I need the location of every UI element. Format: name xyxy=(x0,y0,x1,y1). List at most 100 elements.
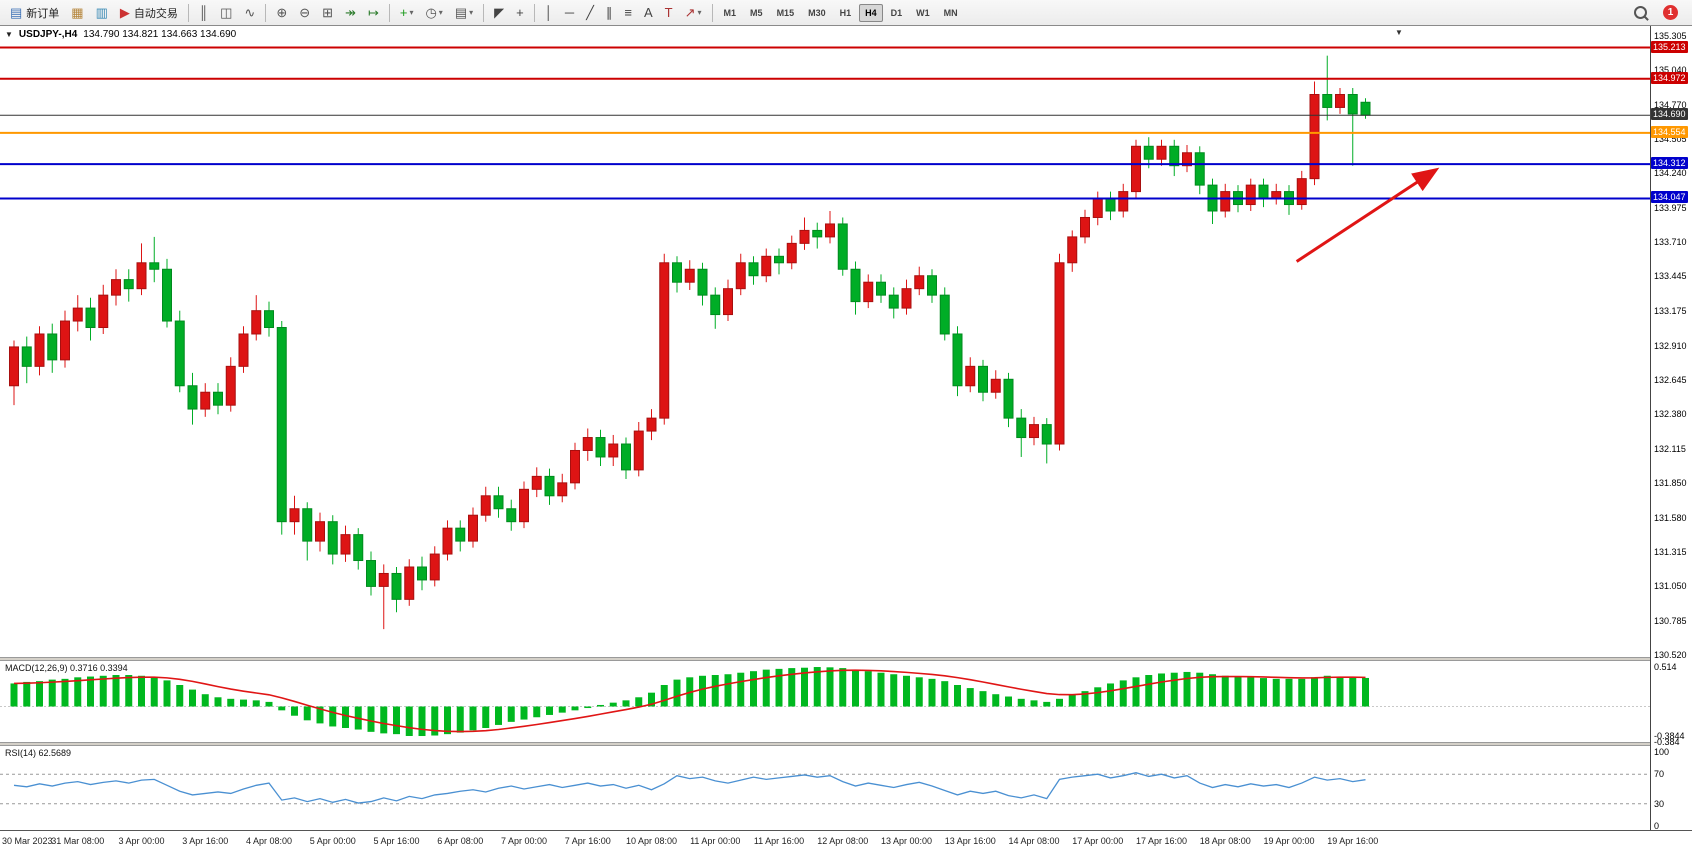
candlestick-chart-button[interactable]: ◫ xyxy=(215,2,237,24)
toolbar-right: 1 xyxy=(1628,2,1678,24)
price-axis[interactable]: 135.305 135.040 134.770 134.505 134.240 133.9… xyxy=(1650,26,1692,831)
time-axis-label: 30 Mar 2023 xyxy=(2,836,53,846)
timeframe-MN[interactable]: MN xyxy=(943,7,958,18)
chart-shift-marker[interactable]: ▼ xyxy=(1395,28,1403,37)
price-axis-label: 134.505 xyxy=(1654,134,1687,145)
time-axis-label: 3 Apr 16:00 xyxy=(182,836,229,846)
cursor-icon: ◤ xyxy=(494,4,505,20)
toolbar-separator xyxy=(533,3,535,22)
price-axis-label: 132.910 xyxy=(1654,340,1687,351)
auto-scroll-button[interactable]: ↠ xyxy=(340,2,361,24)
charts-button[interactable]: ▦ xyxy=(66,2,88,24)
price-axis-label: 132.380 xyxy=(1654,409,1687,420)
profiles-button[interactable]: ▥ xyxy=(91,2,113,24)
hline-icon: ─ xyxy=(564,4,575,20)
panel-separator[interactable] xyxy=(0,742,1692,746)
price-badge: 134.312 xyxy=(1651,157,1688,170)
cursor-button[interactable]: ◤ xyxy=(489,2,509,24)
price-badge: 135.213 xyxy=(1651,40,1688,53)
search-button[interactable] xyxy=(1629,2,1652,24)
price-axis-label: 133.175 xyxy=(1654,306,1687,317)
bar-chart-button[interactable]: ║ xyxy=(194,2,213,24)
toolbar-separator xyxy=(388,3,390,22)
price-axis-label: 133.975 xyxy=(1654,202,1687,213)
indicators-button[interactable]: + ▾ xyxy=(395,2,419,24)
zoom-out-icon: ⊖ xyxy=(299,4,311,20)
panel-separator[interactable] xyxy=(0,657,1692,661)
toolbar-buttons: ▤ 新订单 ▦ ▥ ▶ 自动交易 ║ ◫ ∿ ⊕ ⊖ ⊞ ↠ ↦ + ▾ ◷ ▾ ▤ ▾ ◤ + │ ─ ╱ ∥ ≡ A T ↗ ▾ M1 M5… xyxy=(4,2,965,24)
zoom-out-button[interactable]: ⊖ xyxy=(294,2,315,24)
charts-icon: ▦ xyxy=(71,4,84,20)
tile-windows-icon: ⊞ xyxy=(322,4,334,20)
timeframe-W1[interactable]: W1 xyxy=(916,7,930,18)
horizontal-line-button[interactable]: ─ xyxy=(560,2,579,24)
time-axis-label: 10 Apr 08:00 xyxy=(625,836,678,846)
text-button[interactable]: A xyxy=(639,2,658,24)
price-axis-label: 134.770 xyxy=(1654,99,1687,110)
price-badge: 134.690 xyxy=(1651,108,1688,121)
line-chart-button[interactable]: ∿ xyxy=(239,2,260,24)
timeframe-M30[interactable]: M30 xyxy=(808,7,826,18)
chevron-down-icon: ▾ xyxy=(469,8,474,17)
chart-shift-icon: ↦ xyxy=(367,4,379,20)
auto-trading-label: 自动交易 xyxy=(133,7,178,20)
vertical-line-button[interactable]: │ xyxy=(540,2,558,24)
macd-axis-label: 0.514 xyxy=(1654,662,1677,673)
rsi-panel: RSI(14) 62.5689 xyxy=(0,746,1650,830)
time-axis-label: 6 Apr 08:00 xyxy=(437,836,484,846)
new-order-label: 新订单 xyxy=(26,7,60,20)
time-axis-label: 4 Apr 08:00 xyxy=(245,836,293,846)
macd-label: MACD(12,26,9) 0.3716 0.3394 xyxy=(5,663,128,673)
autotrade-icon: ▶ xyxy=(119,4,130,20)
rsi-chart[interactable] xyxy=(0,746,1650,830)
fibonacci-button[interactable]: ≡ xyxy=(619,2,637,24)
equidistant-channel-button[interactable]: ∥ xyxy=(601,2,618,24)
price-axis-label: 132.115 xyxy=(1654,443,1686,454)
zoom-in-button[interactable]: ⊕ xyxy=(271,2,292,24)
trendline-button[interactable]: ╱ xyxy=(581,2,599,24)
periods-button[interactable]: ◷ ▾ xyxy=(420,2,447,24)
timeframe-H4[interactable]: H4 xyxy=(859,3,883,22)
price-axis-label: 130.520 xyxy=(1654,650,1687,661)
bar-chart-icon: ║ xyxy=(198,4,209,20)
time-axis-label: 11 Apr 16:00 xyxy=(753,836,805,846)
crosshair-button[interactable]: + xyxy=(511,2,529,24)
time-axis-label: 13 Apr 00:00 xyxy=(880,836,933,846)
zoom-in-icon: ⊕ xyxy=(276,4,288,20)
time-axis-label: 17 Apr 00:00 xyxy=(1072,836,1124,846)
new-order-button[interactable]: ▤ 新订单 xyxy=(5,2,64,24)
new-order-icon: ▤ xyxy=(10,4,23,20)
macd-chart[interactable] xyxy=(0,661,1650,742)
auto-trading-button[interactable]: ▶ 自动交易 xyxy=(115,2,183,24)
fibo-icon: ≡ xyxy=(624,4,632,20)
toolbar: ▤ 新订单 ▦ ▥ ▶ 自动交易 ║ ◫ ∿ ⊕ ⊖ ⊞ ↠ ↦ + ▾ ◷ ▾ ▤ ▾ ◤ + │ ─ ╱ ∥ ≡ A T ↗ ▾ M1 M5… xyxy=(0,0,1692,26)
ohlc-values: 134.790 134.821 134.663 134.690 xyxy=(83,29,237,40)
templates-button[interactable]: ▤ ▾ xyxy=(450,2,478,24)
chart-window: ▼ USDJPY-,H4 134.790 134.821 134.663 134… xyxy=(0,26,1692,851)
timeframe-M15[interactable]: M15 xyxy=(776,7,795,18)
macd-axis-label: -0.3844 xyxy=(1654,731,1685,742)
notification-badge[interactable]: 1 xyxy=(1663,5,1678,20)
time-axis-label: 5 Apr 00:00 xyxy=(309,836,356,846)
tile-windows-button[interactable]: ⊞ xyxy=(317,2,338,24)
timeframe-M5[interactable]: M5 xyxy=(750,7,763,18)
price-badge: 134.047 xyxy=(1651,191,1688,204)
timeframe-H1[interactable]: H1 xyxy=(839,7,852,18)
arrows-button[interactable]: ↗ ▾ xyxy=(680,2,707,24)
arrows-icon: ↗ xyxy=(684,4,696,20)
timeframe-M1[interactable]: M1 xyxy=(723,7,737,18)
collapse-icon[interactable]: ▼ xyxy=(5,30,13,39)
price-axis-label: 131.315 xyxy=(1654,547,1687,558)
crosshair-icon: + xyxy=(516,4,524,20)
time-axis-label: 12 Apr 08:00 xyxy=(817,836,869,846)
price-axis-label: 131.850 xyxy=(1654,477,1687,488)
price-badge: 134.554 xyxy=(1651,125,1688,138)
timeframe-D1[interactable]: D1 xyxy=(890,7,903,18)
chart-shift-button[interactable]: ↦ xyxy=(363,2,384,24)
templates-icon: ▤ xyxy=(454,4,468,20)
time-axis-label: 7 Apr 00:00 xyxy=(500,836,548,846)
rsi-axis-label: 30 xyxy=(1654,798,1665,809)
time-axis[interactable]: 30 Mar 2023 31 Mar 08:00 3 Apr 00:00 3 Apr … xyxy=(0,830,1692,851)
candlestick-chart[interactable] xyxy=(0,26,1650,657)
text-label-button[interactable]: T xyxy=(660,2,678,24)
